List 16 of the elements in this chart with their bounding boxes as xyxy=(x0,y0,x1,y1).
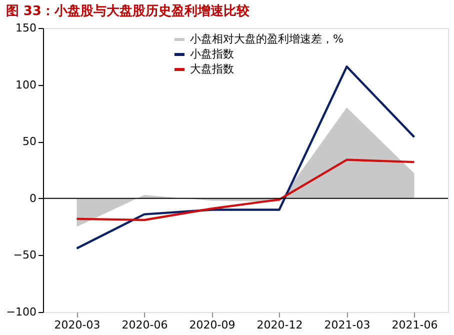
chart-title: 图 33：小盘股与大盘股历史盈利增速比较 xyxy=(6,3,250,19)
y-tick-label: 0 xyxy=(30,192,36,205)
y-tick-label: −100 xyxy=(6,306,36,318)
y-tick-label: 50 xyxy=(22,135,36,148)
x-tick-label: 2020-03 xyxy=(54,318,100,332)
legend-label: 小盘指数 xyxy=(190,48,234,60)
x-tick-label: 2021-03 xyxy=(324,318,370,332)
legend-label: 小盘相对大盘的盈利增速差，% xyxy=(190,32,344,46)
y-tick-label: 150 xyxy=(16,22,36,34)
x-tick-label: 2020-06 xyxy=(122,318,168,332)
x-tick-label: 2021-06 xyxy=(392,318,438,332)
legend-label: 大盘指数 xyxy=(190,62,234,76)
x-tick-label: 2020-12 xyxy=(256,318,303,332)
y-tick-label: 100 xyxy=(16,78,36,92)
x-tick-label: 2020-09 xyxy=(189,318,236,332)
y-tick-label: −50 xyxy=(13,248,36,262)
